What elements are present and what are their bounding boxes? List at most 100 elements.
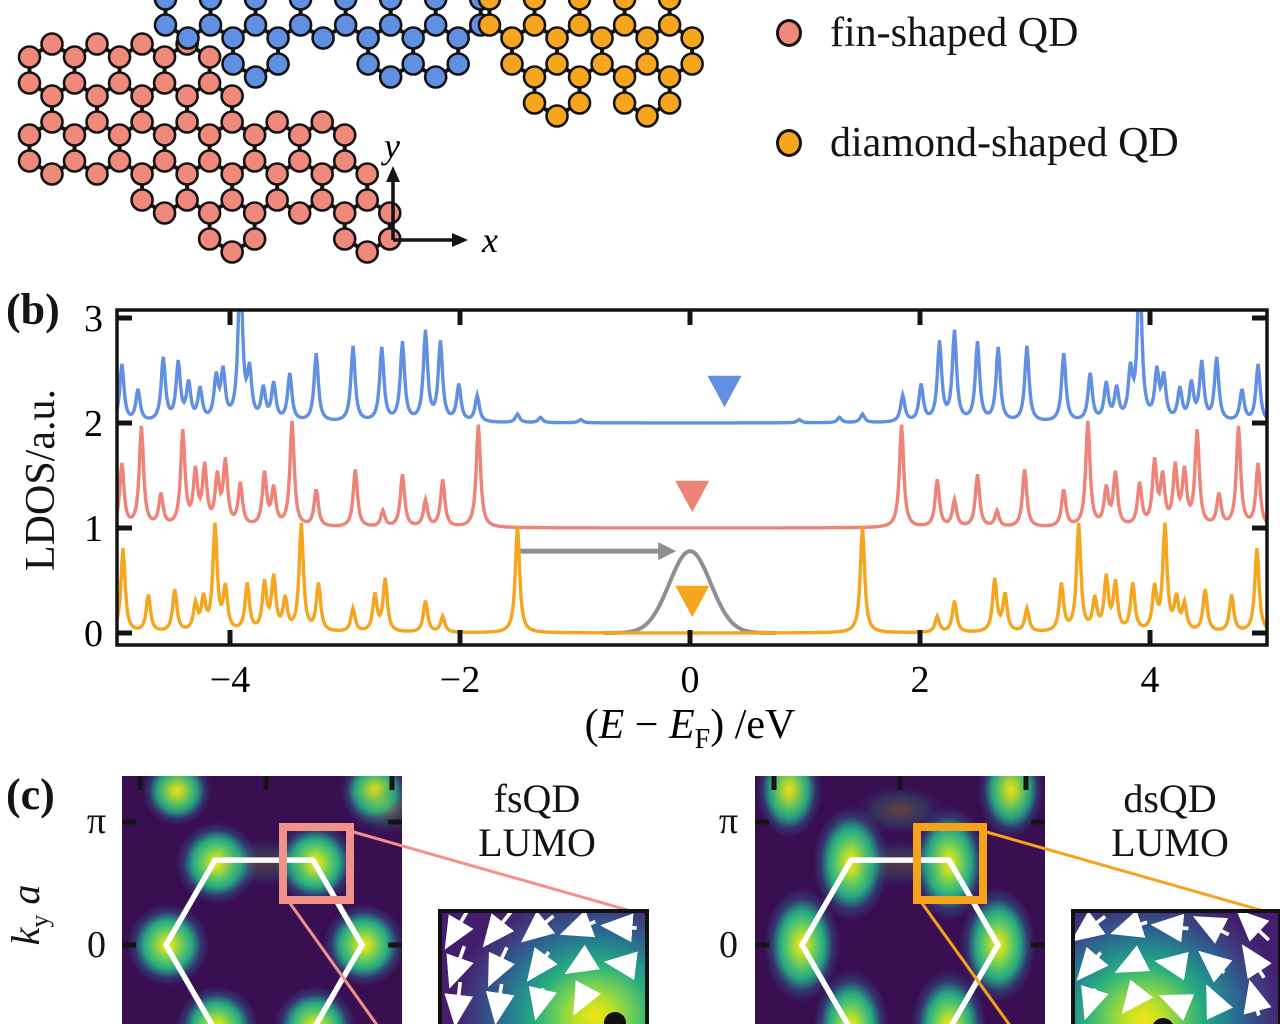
atom: [522, 0, 547, 11]
atom: [522, 91, 547, 115]
atom: [378, 13, 403, 37]
flow-arrow: [573, 980, 602, 1016]
atom: [377, 201, 402, 225]
atom: [401, 52, 425, 76]
atom: [355, 162, 380, 186]
x-axis-indicator-label: x: [481, 220, 498, 260]
dsqd-title-line2: LUMO: [1111, 820, 1229, 865]
atom: [176, 26, 200, 50]
atom: [657, 91, 682, 115]
atom: [107, 45, 132, 69]
atom: [198, 13, 223, 37]
bz-spot: [845, 780, 955, 840]
ky-tick-0-left: 0: [87, 924, 106, 966]
atom: [567, 65, 592, 89]
y-arrowhead-icon: [386, 166, 400, 182]
atom: [590, 26, 614, 50]
atom: [310, 188, 334, 212]
flow-arrow: [564, 944, 600, 975]
atom: [288, 0, 313, 11]
atom: [266, 26, 290, 50]
atom: [243, 13, 268, 37]
atom: [197, 71, 222, 95]
axis-indicator: xy: [381, 126, 498, 260]
atom: [152, 71, 177, 95]
lattice-drawing: xy: [17, 0, 704, 264]
dsqd-title-line1: dsQD: [1123, 776, 1217, 821]
panel-c: (c) ky a π 0 π 0 fsQD LUMO dsQD LUMO: [0, 755, 1280, 1024]
atom: [107, 149, 132, 173]
diamond-qd-legend-dot-icon: [776, 129, 802, 157]
atom: [17, 123, 42, 147]
y-axis-indicator-label: y: [381, 126, 400, 166]
atom: [242, 123, 267, 147]
atom: [62, 149, 87, 173]
atom: [220, 188, 244, 212]
vortex-arrows-dsqd: [1075, 913, 1272, 1024]
flow-arrow: [1150, 913, 1189, 943]
y-tick-label: 3: [84, 298, 103, 340]
atom: [612, 65, 637, 89]
atom: [175, 110, 199, 134]
ky-label-k: k: [3, 927, 48, 946]
atom: [17, 71, 42, 95]
atom: [500, 26, 524, 50]
x-arrowhead-icon: [452, 233, 468, 247]
gap-annotation: [518, 542, 777, 635]
flow-arrow: [485, 983, 515, 1024]
flow-arrow: [526, 947, 558, 982]
panel-b-label: (b): [6, 285, 60, 334]
ky-tick-0-right: 0: [719, 924, 738, 966]
flow-arrow: [1198, 950, 1233, 983]
atom: [220, 162, 244, 186]
atom: [567, 91, 592, 115]
atom: [657, 65, 682, 89]
flow-arrow: [482, 913, 515, 948]
atom: [40, 110, 64, 134]
flow-arrow: [444, 913, 474, 950]
legend-label: diamond-shaped QD: [830, 120, 1179, 166]
atom: [635, 104, 659, 128]
atom: [423, 13, 448, 37]
vortex-arrows-fsqd: [444, 913, 638, 1024]
atom: [500, 52, 524, 76]
ldos-curve-1: [117, 420, 1267, 530]
flow-arrow: [1076, 946, 1109, 981]
flow-arrow: [1235, 913, 1271, 942]
ky-tick-pi-left: π: [86, 800, 106, 842]
atom: [175, 84, 199, 108]
atom: [221, 52, 245, 76]
flow-arrow: [1158, 994, 1195, 1021]
atom: [680, 26, 704, 50]
bz-map-fsqd: [122, 776, 402, 1024]
flow-arrow: [1241, 944, 1272, 980]
energy-marker-0: [707, 375, 742, 408]
atom: [242, 149, 267, 173]
atom: [265, 188, 289, 212]
atom: [333, 13, 358, 37]
atom: [152, 123, 177, 147]
flow-arrow: [1110, 913, 1148, 938]
atom: [153, 0, 178, 11]
atom: [356, 52, 380, 76]
atom: [288, 13, 313, 37]
flow-arrow: [520, 913, 556, 943]
atom: [220, 84, 244, 108]
ky-label-sub: y: [25, 914, 54, 928]
atom: [62, 45, 87, 69]
atom: [40, 32, 64, 56]
atom: [198, 0, 223, 11]
y-tick-label: 0: [84, 613, 103, 655]
atom: [197, 45, 222, 69]
atom: [311, 26, 335, 50]
atom: [657, 0, 682, 11]
flow-arrow: [488, 946, 515, 988]
atom: [657, 13, 682, 37]
atom: [220, 240, 244, 264]
atom: [612, 91, 637, 115]
flow-arrow: [1154, 952, 1189, 981]
atom: [107, 123, 132, 147]
atom: [107, 71, 132, 95]
atom: [197, 227, 222, 251]
dsqd-lumo-title: dsQD LUMO: [1080, 777, 1260, 865]
